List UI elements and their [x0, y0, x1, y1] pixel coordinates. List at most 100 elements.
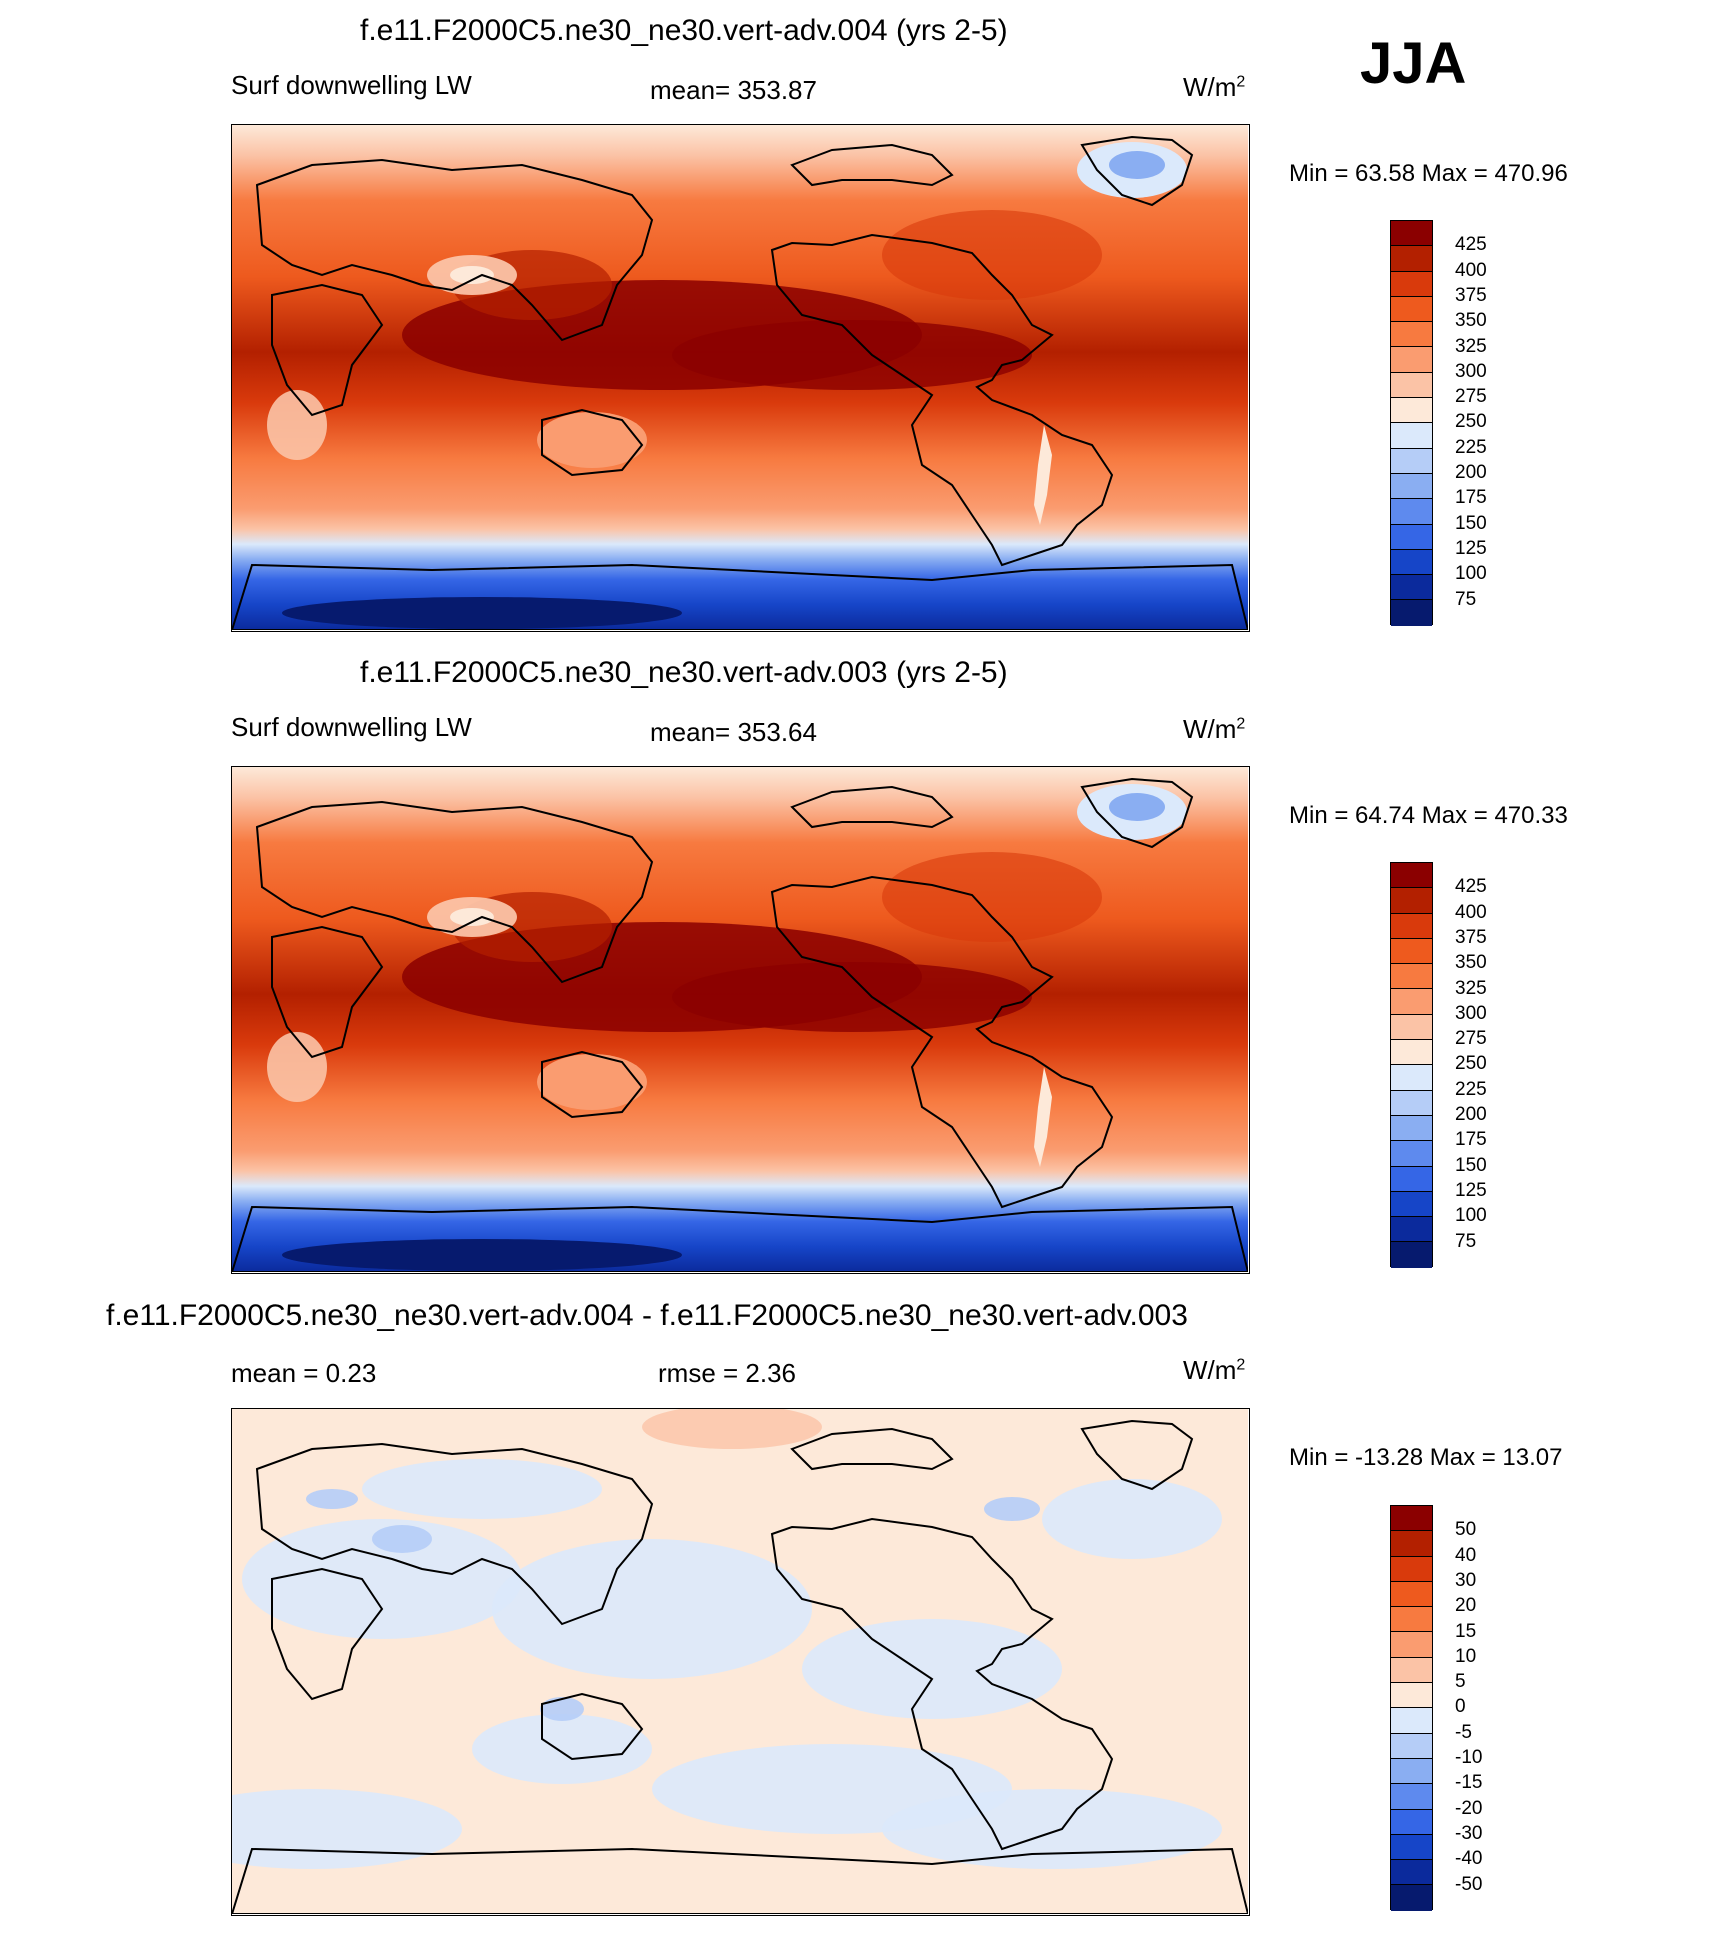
panel-title: f.e11.F2000C5.ne30_ne30.vert-adv.004 - f… — [106, 1299, 1188, 1332]
colorbar-box — [1391, 1556, 1432, 1582]
colorbar-box — [1391, 1242, 1432, 1268]
colorbar-box — [1391, 1115, 1432, 1142]
colorbar-tick-label: 275 — [1455, 1028, 1487, 1050]
colorbar-box — [1391, 296, 1432, 323]
colorbar-tick-label: -5 — [1455, 1721, 1472, 1743]
mean-label: mean= 353.64 — [650, 717, 817, 747]
colorbar-box — [1391, 938, 1432, 965]
colorbar-tick-label: 20 — [1455, 1595, 1477, 1617]
colorbar-box — [1391, 221, 1432, 247]
colorbar-box — [1391, 448, 1432, 474]
colorbar-tick-label: 10 — [1455, 1645, 1477, 1667]
colorbar-box — [1391, 1065, 1432, 1091]
colorbar-tick-label: 150 — [1455, 1154, 1487, 1176]
colorbar-box — [1391, 600, 1432, 626]
colorbar-tick-label: -15 — [1455, 1772, 1483, 1794]
colorbar-tick-label: 175 — [1455, 1129, 1487, 1151]
colorbar-box — [1391, 1581, 1432, 1608]
minmax-label: Min = 64.74 Max = 470.33 — [1289, 802, 1568, 829]
colorbar-tick-label: -50 — [1455, 1873, 1483, 1895]
colorbar — [1390, 220, 1433, 626]
colorbar-box — [1391, 398, 1432, 424]
colorbar-tick-label: 300 — [1455, 1002, 1487, 1024]
colorbar-box — [1391, 1809, 1432, 1835]
colorbar-box — [1391, 1014, 1432, 1041]
colorbar-tick-label: -20 — [1455, 1797, 1483, 1819]
colorbar — [1390, 1505, 1433, 1911]
colorbar-tick-label: 200 — [1455, 462, 1487, 483]
colorbar-box — [1391, 989, 1432, 1015]
panel-title: f.e11.F2000C5.ne30_ne30.vert-adv.003 (yr… — [360, 656, 1008, 689]
colorbar-tick-label: 300 — [1455, 360, 1487, 382]
units-label: W/m2 — [1183, 1355, 1246, 1385]
map-plot — [231, 1408, 1250, 1916]
colorbar-box — [1391, 575, 1432, 601]
colorbar-box — [1391, 1860, 1432, 1886]
colorbar-tick-label: 200 — [1455, 1104, 1487, 1125]
units-label: W/m2 — [1183, 72, 1246, 102]
minmax-label: Min = 63.58 Max = 470.96 — [1289, 160, 1568, 187]
colorbar-box — [1391, 423, 1432, 449]
colorbar-tick-label: 350 — [1455, 952, 1487, 974]
colorbar-tick-label: 15 — [1455, 1620, 1477, 1642]
colorbar-box — [1391, 1607, 1432, 1633]
panel-title: f.e11.F2000C5.ne30_ne30.vert-adv.004 (yr… — [360, 14, 1008, 47]
colorbar-tick-label: 325 — [1455, 335, 1487, 357]
map-plot — [231, 124, 1250, 632]
colorbar-tick-label: 250 — [1455, 411, 1487, 433]
map-field — [232, 1409, 1248, 1914]
colorbar-box — [1391, 1040, 1432, 1066]
colorbar-box — [1391, 549, 1432, 576]
colorbar-tick-label: 400 — [1455, 901, 1487, 923]
colorbar-tick-label: 175 — [1455, 487, 1487, 509]
variable-label: Surf downwelling LW — [231, 70, 472, 100]
colorbar-tick-label: 225 — [1455, 1078, 1487, 1100]
colorbar-tick-label: 75 — [1455, 588, 1477, 610]
colorbar-box — [1391, 1141, 1432, 1167]
colorbar-box — [1391, 473, 1432, 500]
colorbar-box — [1391, 1632, 1432, 1658]
colorbar-box — [1391, 1708, 1432, 1734]
colorbar-box — [1391, 964, 1432, 990]
colorbar-tick-label: 5 — [1455, 1671, 1466, 1693]
colorbar-tick-label: 425 — [1455, 234, 1487, 256]
colorbar-tick-label: 250 — [1455, 1053, 1487, 1075]
colorbar-tick-label: 325 — [1455, 977, 1487, 999]
colorbar-tick-label: 425 — [1455, 876, 1487, 898]
colorbar-tick-label: 350 — [1455, 310, 1487, 332]
colorbar-box — [1391, 1191, 1432, 1218]
colorbar-tick-label: 225 — [1455, 436, 1487, 458]
colorbar-tick-label: 125 — [1455, 537, 1487, 559]
mean-label: mean= 353.87 — [650, 75, 817, 105]
colorbar-tick-label: 400 — [1455, 259, 1487, 281]
map-plot — [231, 766, 1250, 1274]
colorbar-box — [1391, 524, 1432, 550]
colorbar-tick-label: 0 — [1455, 1696, 1466, 1718]
colorbar-box — [1391, 913, 1432, 939]
colorbar-tick-label: 275 — [1455, 386, 1487, 408]
colorbar-box — [1391, 1758, 1432, 1785]
colorbar-tick-label: 50 — [1455, 1519, 1477, 1541]
colorbar — [1390, 862, 1433, 1268]
variable-label: Surf downwelling LW — [231, 712, 472, 742]
colorbar-tick-label: 75 — [1455, 1230, 1477, 1252]
colorbar-box — [1391, 1166, 1432, 1192]
colorbar-box — [1391, 1506, 1432, 1532]
rmse-label: rmse = 2.36 — [658, 1358, 797, 1388]
colorbar-box — [1391, 1885, 1432, 1911]
map-field — [232, 125, 1248, 630]
colorbar-box — [1391, 347, 1432, 373]
colorbar-box — [1391, 1733, 1432, 1759]
colorbar-tick-label: 375 — [1455, 284, 1487, 306]
mean-label: mean = 0.23 — [231, 1358, 377, 1388]
colorbar-box — [1391, 888, 1432, 914]
colorbar-tick-label: -10 — [1455, 1747, 1483, 1768]
colorbar-box — [1391, 1784, 1432, 1810]
colorbar-box — [1391, 1834, 1432, 1861]
colorbar-tick-label: 375 — [1455, 926, 1487, 948]
colorbar-box — [1391, 1683, 1432, 1709]
colorbar-box — [1391, 322, 1432, 348]
colorbar-tick-label: 150 — [1455, 512, 1487, 534]
colorbar-box — [1391, 1217, 1432, 1243]
season-label: JJA — [1360, 31, 1467, 96]
